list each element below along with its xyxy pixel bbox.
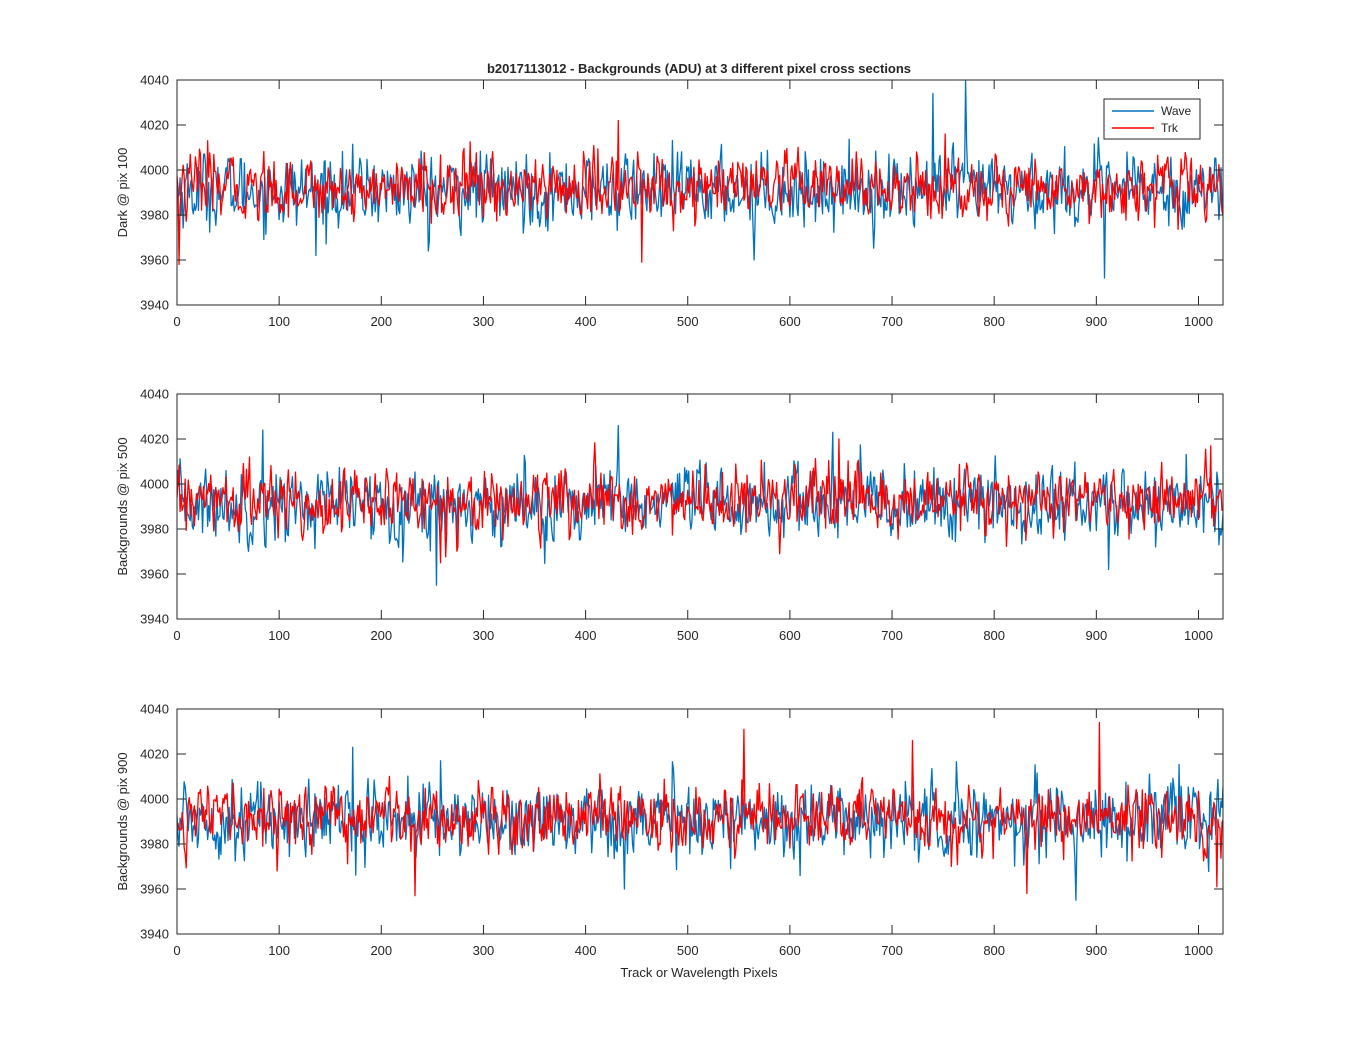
x-tick-label: 0	[173, 628, 180, 643]
x-tick-label: 200	[370, 628, 392, 643]
y-tick-label: 4020	[140, 432, 169, 447]
x-tick-label: 1000	[1184, 628, 1213, 643]
x-tick-label: 900	[1085, 628, 1107, 643]
series-line-trk	[177, 119, 1223, 266]
x-tick-label: 500	[677, 943, 699, 958]
figure-title: b2017113012 - Backgrounds (ADU) at 3 dif…	[487, 61, 911, 76]
legend-box	[1103, 98, 1201, 140]
x-tick-label: 1000	[1184, 943, 1213, 958]
x-tick-label: 600	[779, 943, 801, 958]
x-tick-label: 700	[881, 943, 903, 958]
x-tick-label: 100	[268, 943, 290, 958]
y-axis-label: Dark @ pix 100	[115, 148, 130, 238]
y-tick-label: 4000	[140, 792, 169, 807]
x-tick-label: 900	[1085, 314, 1107, 329]
x-tick-label: 300	[473, 628, 495, 643]
x-tick-label: 700	[881, 628, 903, 643]
y-tick-label: 4040	[140, 73, 169, 88]
x-tick-label: 800	[983, 628, 1005, 643]
y-tick-label: 3980	[140, 522, 169, 537]
x-tick-label: 800	[983, 943, 1005, 958]
axes-panel-2: 0 100 200 300 400 500 600 700 800 900 1000 3940 3960…	[115, 387, 1224, 643]
x-tick-label: 900	[1085, 943, 1107, 958]
y-tick-label: 4040	[140, 702, 169, 717]
x-tick-label: 500	[677, 628, 699, 643]
series-line-wave	[177, 424, 1223, 586]
y-tick-label: 4020	[140, 747, 169, 762]
y-tick-label: 3960	[140, 567, 169, 582]
x-tick-label: 0	[173, 943, 180, 958]
x-tick-label: 800	[983, 314, 1005, 329]
axes-frame	[176, 708, 1224, 935]
axes-frame	[176, 79, 1224, 306]
x-tick-label: 100	[268, 628, 290, 643]
x-tick-label: 300	[473, 314, 495, 329]
x-tick-label: 600	[779, 314, 801, 329]
axes-panel-3: 0 100 200 300 400 500 600 700 800 900 1000 3940 3960…	[115, 702, 1224, 958]
x-tick-label: 600	[779, 628, 801, 643]
x-axis-label: Track or Wavelength Pixels	[620, 965, 778, 980]
x-tick-label: 700	[881, 314, 903, 329]
x-tick-label: 0	[173, 314, 180, 329]
series-line-wave	[177, 746, 1223, 901]
series-line-trk	[177, 438, 1223, 564]
x-tick-label: 100	[268, 314, 290, 329]
x-tick-label: 400	[575, 314, 597, 329]
series-line-trk	[177, 721, 1223, 897]
y-tick-label: 3980	[140, 837, 169, 852]
y-tick-label: 3940	[140, 612, 169, 627]
y-tick-label: 4000	[140, 163, 169, 178]
y-axis-label: Backgrounds @ pix 900	[115, 752, 130, 890]
x-tick-label: 200	[370, 314, 392, 329]
x-tick-label: 1000	[1184, 314, 1213, 329]
legend: Wave Trk	[1103, 98, 1201, 140]
y-tick-label: 4000	[140, 477, 169, 492]
axes-frame	[176, 393, 1224, 620]
axes-container: 0 100 200 300 400 500 600 700 800 900 100039403960…	[115, 73, 1224, 958]
axes-panel-1: 0 100 200 300 400 500 600 700 800 900 1000 3940 3960…	[115, 73, 1224, 329]
y-tick-label: 4020	[140, 118, 169, 133]
x-tick-label: 400	[575, 628, 597, 643]
legend-label-wave: Wave	[1161, 104, 1192, 118]
y-tick-label: 3960	[140, 882, 169, 897]
y-tick-label: 3940	[140, 927, 169, 942]
y-tick-label: 3960	[140, 253, 169, 268]
y-tick-label: 3940	[140, 298, 169, 313]
y-tick-label: 3980	[140, 208, 169, 223]
y-tick-label: 4040	[140, 387, 169, 402]
y-axis-label: Backgrounds @ pix 500	[115, 437, 130, 575]
x-tick-label: 200	[370, 943, 392, 958]
x-tick-label: 400	[575, 943, 597, 958]
x-tick-label: 500	[677, 314, 699, 329]
legend-label-trk: Trk	[1161, 121, 1179, 135]
x-tick-label: 300	[473, 943, 495, 958]
